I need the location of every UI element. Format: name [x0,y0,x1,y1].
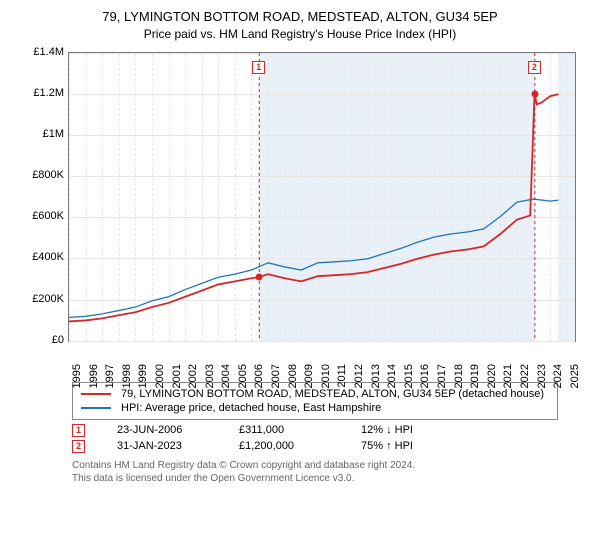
x-tick-label: 2013 [370,364,382,388]
x-tick-label: 1999 [137,364,149,388]
footer: Contains HM Land Registry data © Crown c… [72,459,558,486]
sale-price: £311,000 [239,424,329,436]
series-property [69,94,558,321]
y-tick-label: £1.4M [20,46,64,58]
y-tick-label: £200K [20,293,64,305]
plot-box: 12 [68,52,576,342]
chart-titles: 79, LYMINGTON BOTTOM ROAD, MEDSTEAD, ALT… [12,8,588,42]
x-tick-label: 1996 [88,364,100,388]
sale-delta: 75% ↑ HPI [361,440,451,452]
y-tick-label: £0 [20,334,64,346]
sale-marker-dot [256,273,263,280]
sale-price: £1,200,000 [239,440,329,452]
x-tick-label: 2024 [552,364,564,388]
legend-swatch-hpi [81,407,111,409]
y-tick-label: £600K [20,210,64,222]
x-tick-label: 2000 [154,364,166,388]
series-hpi [69,199,558,317]
x-tick-label: 2015 [403,364,415,388]
y-tick-label: £1.2M [20,87,64,99]
y-tick-label: £400K [20,251,64,263]
x-tick-label: 2022 [519,364,531,388]
sale-row: 2 31-JAN-2023 £1,200,000 75% ↑ HPI [72,440,558,453]
y-tick-label: £800K [20,169,64,181]
x-tick-label: 2017 [436,364,448,388]
x-tick-label: 2008 [287,364,299,388]
x-tick-label: 2005 [237,364,249,388]
x-tick-label: 2021 [502,364,514,388]
legend-label-hpi: HPI: Average price, detached house, East… [121,402,381,414]
x-tick-label: 2007 [270,364,282,388]
footer-line2: This data is licensed under the Open Gov… [72,472,558,486]
footer-line1: Contains HM Land Registry data © Crown c… [72,459,558,473]
x-tick-label: 2010 [320,364,332,388]
x-tick-label: 1997 [104,364,116,388]
x-tick-label: 2014 [386,364,398,388]
legend-row-hpi: HPI: Average price, detached house, East… [81,401,549,415]
x-tick-label: 2023 [536,364,548,388]
sale-id-box: 1 [72,424,85,437]
grid-line [69,341,575,342]
x-tick-label: 2004 [220,364,232,388]
x-tick-label: 1995 [71,364,83,388]
x-tick-label: 2001 [171,364,183,388]
x-tick-label: 2012 [353,364,365,388]
x-tick-label: 2009 [303,364,315,388]
x-tick-label: 2006 [253,364,265,388]
sale-id-box: 2 [72,440,85,453]
x-tick-label: 2011 [336,364,348,388]
x-tick-label: 2002 [187,364,199,388]
x-tick-label: 2003 [204,364,216,388]
sale-marker-box: 1 [252,61,265,74]
legend-swatch-property [81,393,111,395]
title-line1: 79, LYMINGTON BOTTOM ROAD, MEDSTEAD, ALT… [12,8,588,26]
sale-date: 31-JAN-2023 [117,440,207,452]
legend-label-property: 79, LYMINGTON BOTTOM ROAD, MEDSTEAD, ALT… [121,388,544,400]
x-tick-label: 1998 [121,364,133,388]
legend-row-property: 79, LYMINGTON BOTTOM ROAD, MEDSTEAD, ALT… [81,387,549,401]
chart-area: 12 £0£200K£400K£600K£800K£1M£1.2M£1.4M19… [20,46,580,376]
sale-date: 23-JUN-2006 [117,424,207,436]
sale-marker-dot [531,90,538,97]
x-tick-label: 2020 [486,364,498,388]
sale-marker-box: 2 [528,61,541,74]
chart-svg [69,53,575,341]
x-tick-label: 2016 [419,364,431,388]
x-tick-label: 2019 [469,364,481,388]
x-tick-label: 2025 [569,364,581,388]
title-line2: Price paid vs. HM Land Registry's House … [12,26,588,42]
y-tick-label: £1M [20,128,64,140]
sale-row: 1 23-JUN-2006 £311,000 12% ↓ HPI [72,424,558,437]
x-tick-label: 2018 [453,364,465,388]
sale-delta: 12% ↓ HPI [361,424,451,436]
